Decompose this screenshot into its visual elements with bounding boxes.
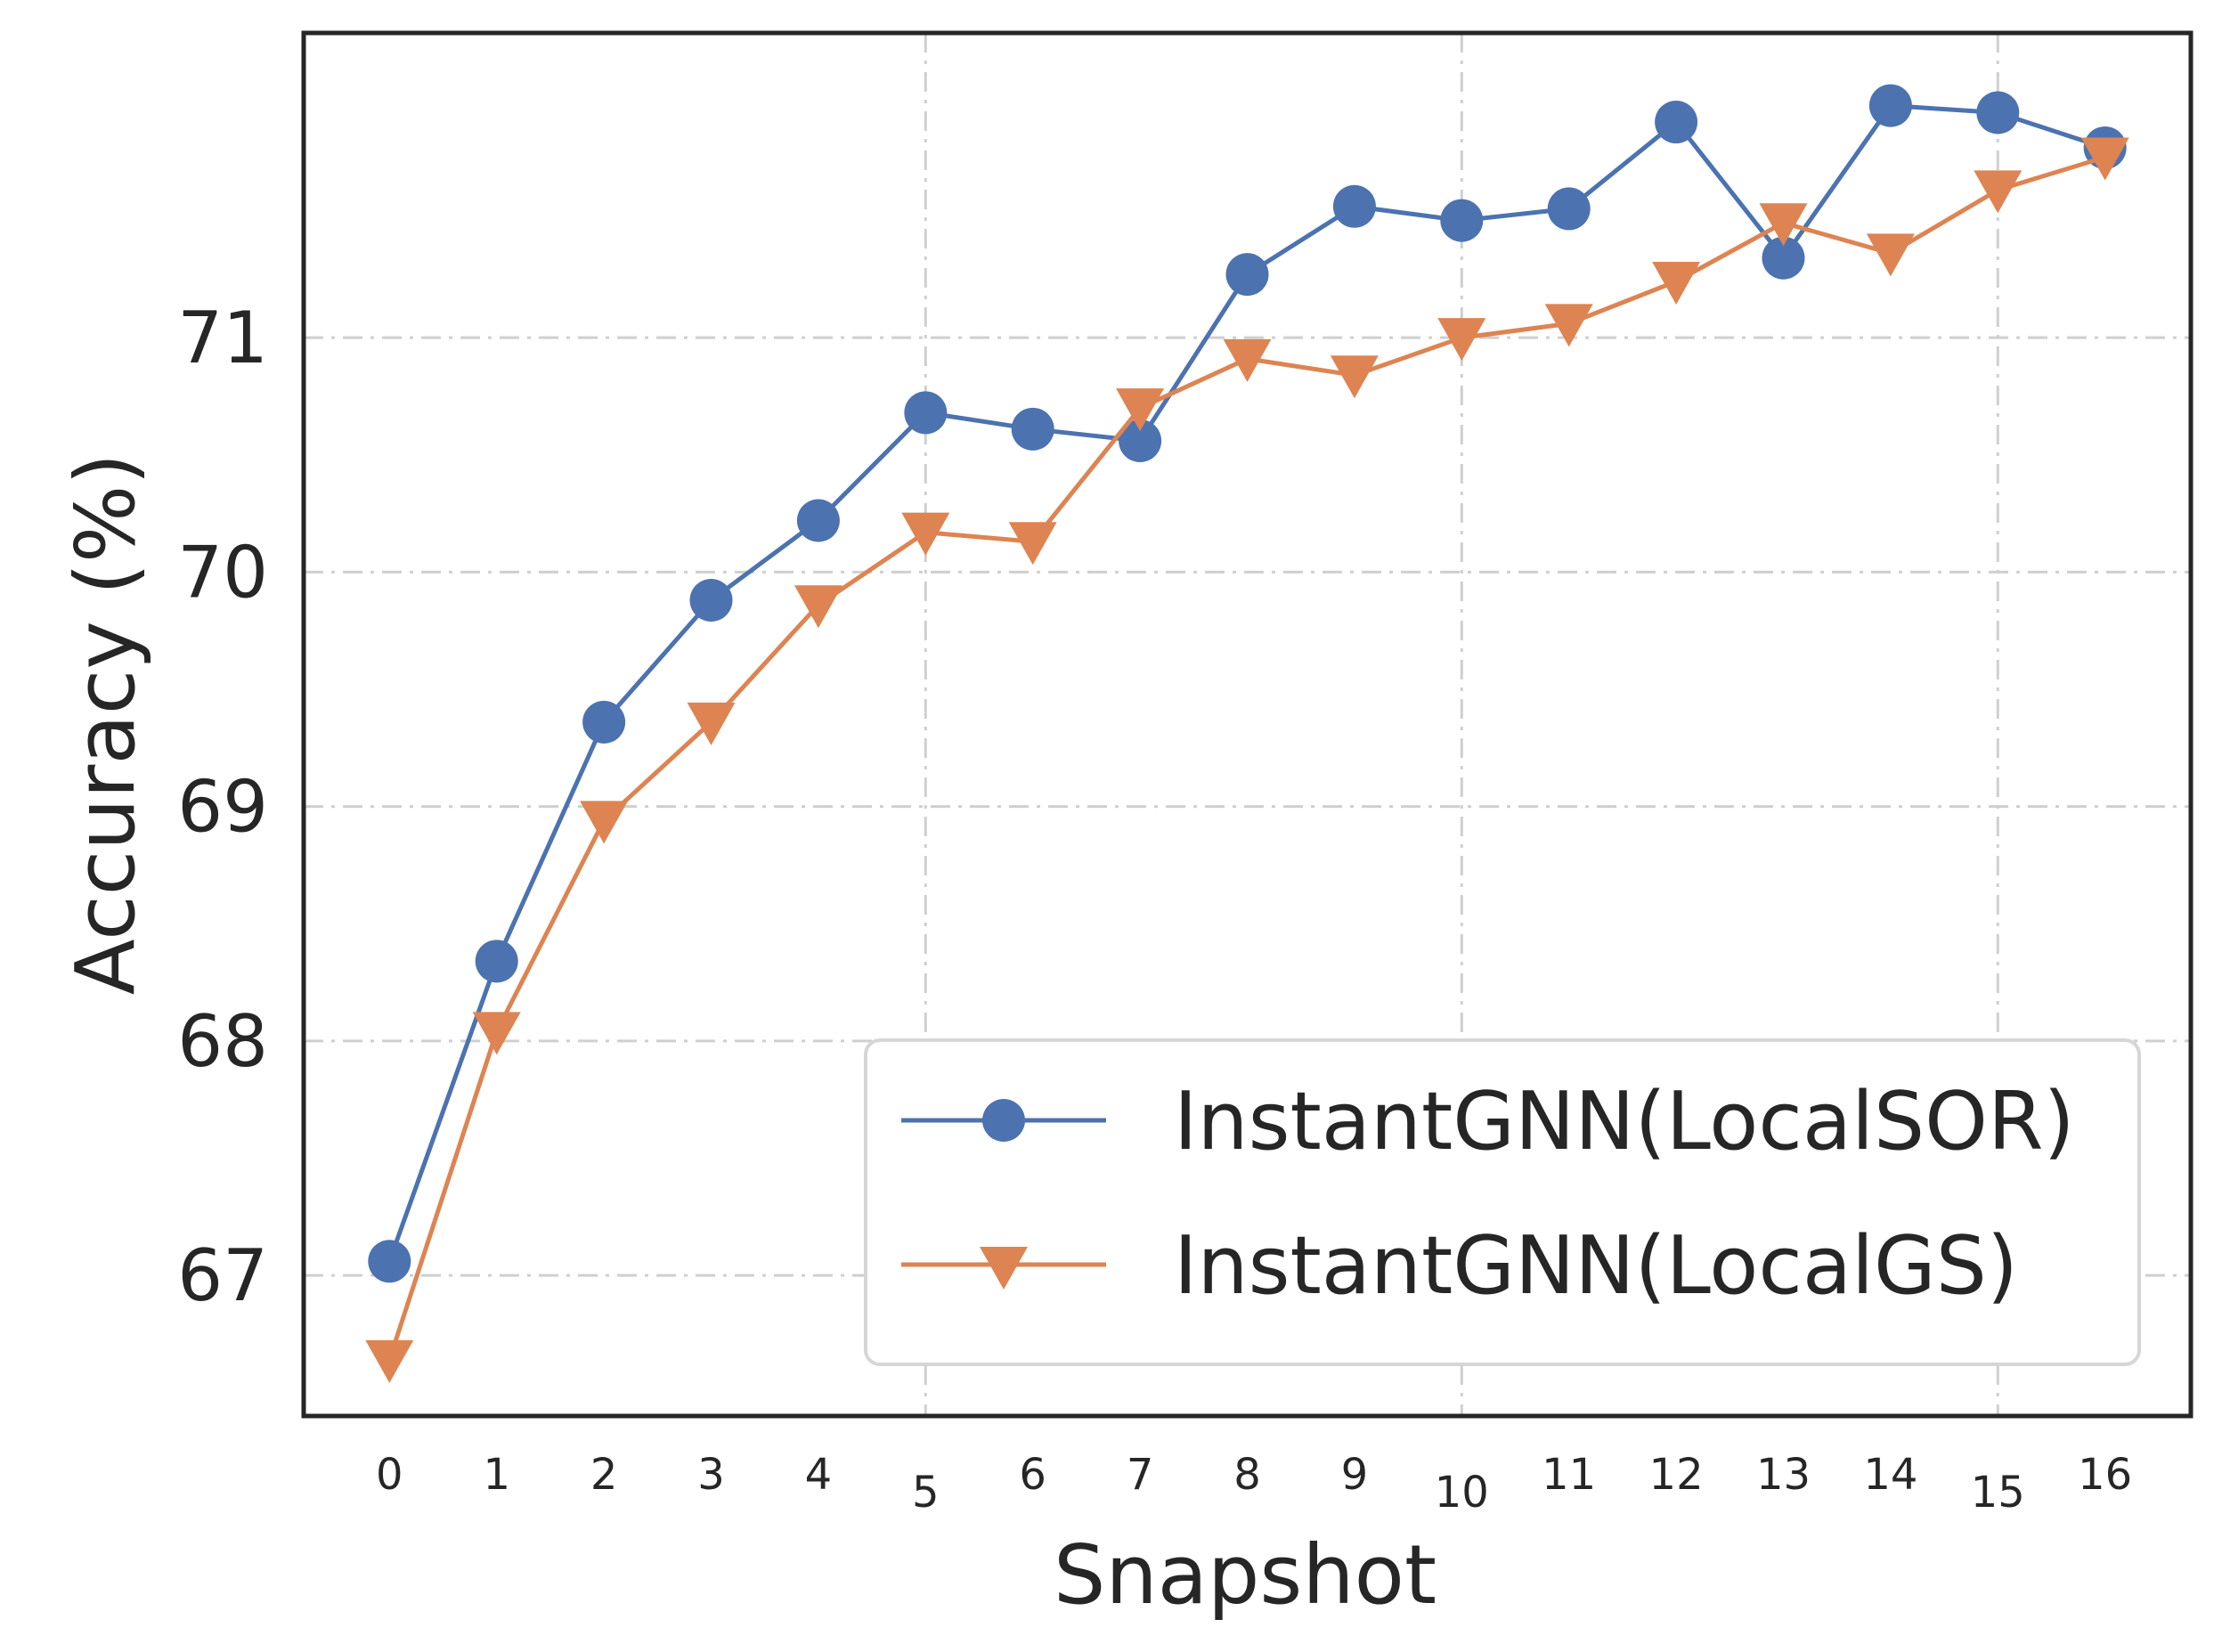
data-point-instantgnn-localsor-10 — [1440, 199, 1484, 242]
data-point-instantgnn-localgs-0 — [365, 1339, 414, 1383]
data-point-instantgnn-localgs-11 — [1544, 304, 1593, 347]
data-point-instantgnn-localgs-10 — [1437, 318, 1486, 362]
data-point-instantgnn-localsor-3 — [689, 578, 733, 622]
data-point-instantgnn-localgs-4 — [794, 585, 842, 629]
data-point-instantgnn-localsor-6 — [1011, 407, 1054, 451]
data-point-instantgnn-localgs-7 — [1116, 388, 1165, 432]
plot-frame — [301, 30, 2194, 1419]
x-tick-label-10: 10 — [1435, 1468, 1489, 1518]
data-point-instantgnn-localgs-16 — [2080, 137, 2129, 181]
data-point-instantgnn-localgs-15 — [1974, 170, 2023, 214]
x-tick-labels: 0 1 2 3 4 5 6 7 8 9 10 11 12 13 14 15 16 — [376, 1450, 2132, 1518]
data-point-instantgnn-localgs-2 — [580, 801, 629, 844]
x-axis-label: Snapshot — [1054, 1527, 1437, 1623]
legend: InstantGNN(LocalSOR) InstantGNN(LocalGS) — [864, 1038, 2141, 1366]
x-tick-label-3: 3 — [697, 1450, 725, 1500]
x-tick-label-12: 12 — [1649, 1450, 1704, 1500]
x-tick-label-7: 7 — [1127, 1450, 1154, 1500]
x-tick-label-14: 14 — [1863, 1450, 1917, 1500]
y-axis-label: Accuracy (%) — [58, 453, 153, 995]
x-tick-label-4: 4 — [805, 1450, 833, 1500]
series-instantgnn-localgs — [365, 137, 2129, 1383]
x-tick-label-2: 2 — [590, 1450, 618, 1500]
x-tick-label-9: 9 — [1341, 1450, 1369, 1500]
x-tick-label-15: 15 — [1971, 1468, 2025, 1518]
data-point-instantgnn-localgs-6 — [1008, 522, 1057, 566]
y-tick-label-4: 71 — [177, 297, 268, 379]
data-point-instantgnn-localgs-12 — [1652, 262, 1701, 305]
data-point-instantgnn-localgs-3 — [687, 702, 736, 745]
y-tick-labels: 67 68 69 70 71 — [177, 297, 268, 1317]
x-tick-label-16: 16 — [2078, 1450, 2132, 1500]
x-tick-label-11: 11 — [1542, 1450, 1596, 1500]
x-tick-label-1: 1 — [483, 1450, 510, 1500]
x-tick-label-0: 0 — [376, 1450, 403, 1500]
data-point-instantgnn-localgs-13 — [1759, 203, 1808, 247]
data-point-instantgnn-localsor-9 — [1332, 184, 1376, 228]
data-point-instantgnn-localsor-4 — [796, 499, 840, 542]
data-point-instantgnn-localgs-14 — [1866, 233, 1915, 277]
legend-box — [864, 1038, 2141, 1366]
y-tick-label-2: 69 — [177, 766, 268, 849]
data-point-instantgnn-localsor-5 — [904, 391, 948, 435]
data-point-instantgnn-localsor-11 — [1547, 187, 1591, 231]
data-point-instantgnn-localgs-8 — [1223, 338, 1272, 382]
y-tick-label-0: 67 — [177, 1234, 268, 1317]
data-point-instantgnn-localsor-14 — [1868, 84, 1912, 127]
legend-marker-localgs — [980, 1247, 1028, 1290]
x-tick-label-13: 13 — [1756, 1450, 1811, 1500]
y-tick-label-3: 70 — [177, 531, 268, 614]
data-point-instantgnn-localsor-0 — [368, 1240, 411, 1283]
y-tick-label-1: 68 — [177, 1000, 268, 1083]
data-point-instantgnn-localsor-2 — [582, 700, 626, 744]
data-point-instantgnn-localsor-1 — [475, 940, 518, 983]
legend-label-localgs: InstantGNN(LocalGS) — [1174, 1219, 2018, 1313]
data-point-instantgnn-localgs-1 — [472, 1012, 521, 1055]
x-tick-label-6: 6 — [1019, 1450, 1046, 1500]
data-point-instantgnn-localsor-7 — [1119, 419, 1162, 463]
data-point-instantgnn-localsor-13 — [1762, 236, 1805, 280]
data-point-instantgnn-localsor-12 — [1655, 101, 1698, 144]
data-point-instantgnn-localsor-15 — [1976, 91, 2020, 134]
series-group — [365, 84, 2129, 1383]
legend-label-localsor: InstantGNN(LocalSOR) — [1174, 1075, 2075, 1168]
legend-marker-localsor — [982, 1099, 1025, 1142]
x-tick-label-8: 8 — [1233, 1450, 1261, 1500]
data-point-instantgnn-localgs-5 — [901, 512, 950, 556]
data-point-instantgnn-localsor-8 — [1225, 253, 1269, 297]
x-tick-label-5: 5 — [912, 1468, 940, 1518]
data-point-instantgnn-localgs-9 — [1330, 355, 1379, 399]
